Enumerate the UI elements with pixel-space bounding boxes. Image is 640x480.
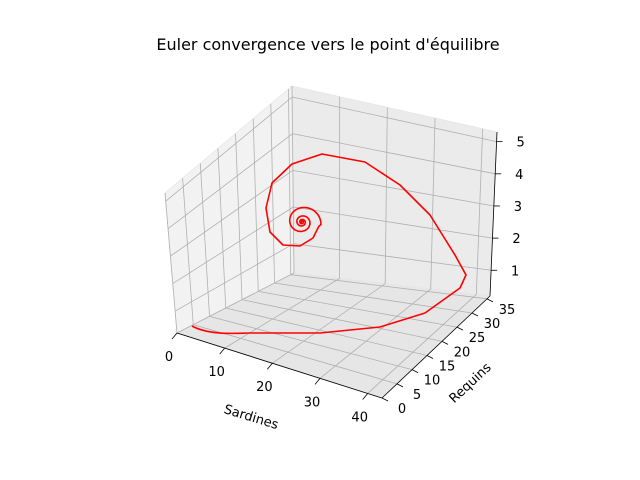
y-tick-label: 0 xyxy=(398,402,406,417)
y-tick-label: 15 xyxy=(439,360,456,375)
x-tick-label: 10 xyxy=(208,365,225,380)
y-gridline xyxy=(182,178,194,325)
z-tick-label: 2 xyxy=(512,232,520,247)
y-gridline xyxy=(241,299,443,342)
x-tick xyxy=(219,347,225,355)
z-gridline xyxy=(292,133,496,175)
z-gridline xyxy=(292,169,494,207)
y-tick xyxy=(426,355,434,359)
z-tick-label: 5 xyxy=(516,136,524,151)
y-tick-label: 5 xyxy=(413,388,421,403)
x-tick xyxy=(171,332,178,340)
y-gridline xyxy=(270,103,275,284)
z-tick-label: 4 xyxy=(515,168,523,183)
x-tick-label: 20 xyxy=(256,380,273,395)
z-gridline xyxy=(167,133,293,230)
x-axis-line xyxy=(176,332,383,399)
z-gridline xyxy=(174,243,294,312)
y-gridline xyxy=(217,148,227,309)
x-tick-label: 0 xyxy=(165,350,173,365)
y-tick xyxy=(486,298,494,303)
x-gridline xyxy=(384,107,388,284)
x-tick xyxy=(267,362,273,370)
y-gridline xyxy=(288,88,292,275)
z-gridline xyxy=(165,96,293,202)
z-tick-label: 3 xyxy=(514,200,522,215)
z-tick-label: 1 xyxy=(511,264,519,279)
y-tick-label: 30 xyxy=(484,317,501,332)
y-tick xyxy=(396,383,404,388)
z-gridline xyxy=(292,96,497,143)
y-tick-label: 25 xyxy=(469,331,486,346)
y-tick xyxy=(471,312,479,317)
z-gridline xyxy=(172,206,294,284)
grid-lines xyxy=(164,85,497,399)
x-gridline xyxy=(430,118,436,290)
x-tick-label: 40 xyxy=(351,410,368,425)
y-tick xyxy=(456,326,464,331)
chart-title: Euler convergence vers le point d'équili… xyxy=(156,35,499,54)
y-tick-label: 10 xyxy=(424,374,441,389)
z-gridline xyxy=(293,206,493,239)
y-gridline xyxy=(290,274,488,300)
x-tick xyxy=(362,393,369,400)
y-gridline xyxy=(235,133,243,300)
y-gridline xyxy=(164,192,178,334)
x-tick-label: 30 xyxy=(304,395,321,410)
tick-marks xyxy=(171,141,503,402)
z-axis-line xyxy=(489,131,498,297)
y-gridline xyxy=(199,163,210,317)
y-gridline xyxy=(193,324,398,385)
z-gridline xyxy=(293,243,492,271)
y-tick-label: 20 xyxy=(454,345,471,360)
y-tick xyxy=(381,397,389,402)
y-gridline xyxy=(274,282,473,314)
y-tick xyxy=(411,369,419,374)
y-tick xyxy=(441,340,449,345)
x-gridline xyxy=(291,85,295,274)
y-gridline xyxy=(258,290,458,328)
x-gridline xyxy=(475,128,484,295)
x-tick xyxy=(314,378,321,385)
series-line xyxy=(191,153,467,335)
z-gridline xyxy=(170,170,294,257)
y-gridline xyxy=(252,118,259,292)
y-tick-label: 35 xyxy=(499,303,516,318)
y-gridline xyxy=(209,315,413,371)
